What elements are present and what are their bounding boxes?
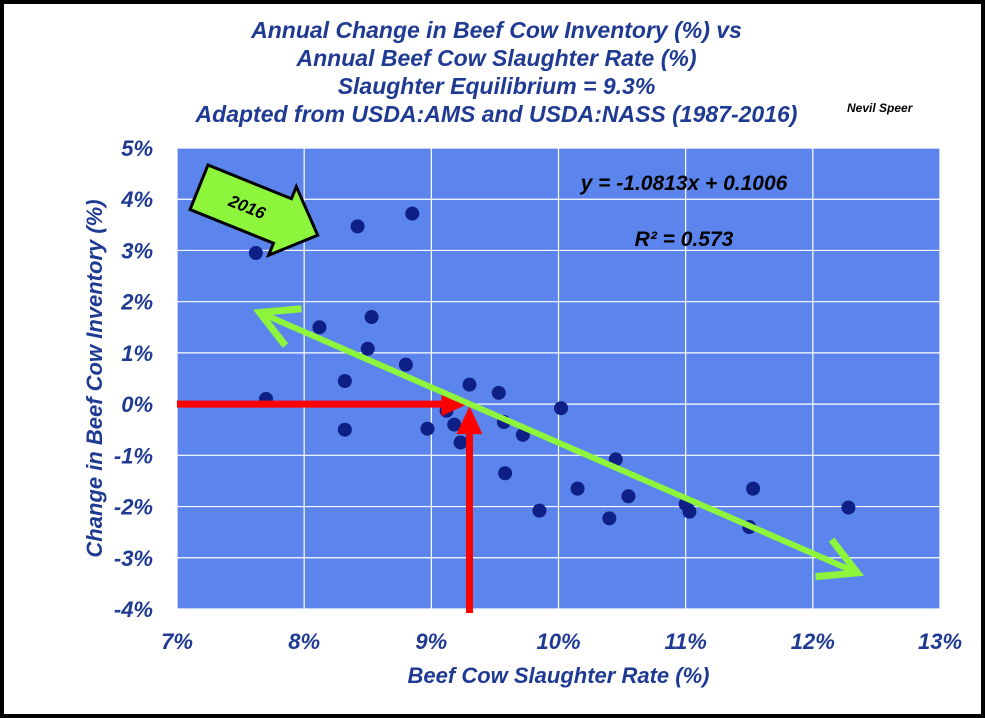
- data-point: [841, 500, 856, 515]
- y-tick-label: -4%: [114, 597, 153, 622]
- x-tick-label: 13%: [918, 629, 962, 654]
- equilibrium-arrowhead-horizontal: [441, 392, 468, 417]
- y-tick-label: 5%: [121, 136, 153, 161]
- data-point: [337, 374, 352, 389]
- data-point: [364, 310, 379, 325]
- y-tick-label: 3%: [121, 238, 153, 263]
- trendline-r-squared: R² = 0.573: [635, 228, 734, 251]
- annotation-2016-arrow: 2016: [188, 163, 320, 259]
- data-point: [312, 320, 327, 335]
- x-tick-label: 12%: [791, 629, 835, 654]
- annotations: 2016: [177, 163, 865, 613]
- x-tick-label: 9%: [415, 629, 447, 654]
- x-axis-label: Beef Cow Slaughter Rate (%): [408, 663, 710, 688]
- data-point: [420, 421, 435, 436]
- data-point: [405, 206, 420, 221]
- data-point: [554, 401, 569, 416]
- data-point: [350, 219, 365, 234]
- data-point: [453, 435, 468, 450]
- chart-title-line-4: Adapted from USDA:AMS and USDA:NASS (198…: [195, 101, 798, 127]
- data-point: [532, 503, 547, 518]
- y-tick-label: -2%: [114, 495, 153, 520]
- y-tick-label: -3%: [114, 546, 153, 571]
- data-point: [621, 489, 636, 504]
- y-tick-label: -1%: [114, 443, 153, 468]
- data-point: [491, 385, 506, 400]
- data-point: [462, 377, 477, 392]
- y-tick-label: 1%: [121, 341, 153, 366]
- x-tick-label: 11%: [664, 629, 706, 654]
- data-point: [248, 246, 263, 261]
- trendline-equation: y = -1.0813x + 0.1006: [580, 172, 788, 195]
- trendline-arrowhead-end: [815, 537, 865, 581]
- data-point: [398, 357, 413, 372]
- data-point: [746, 481, 761, 496]
- chart-title-line-2: Annual Beef Cow Slaughter Rate (%): [296, 45, 697, 71]
- x-tick-label: 10%: [536, 629, 580, 654]
- chart-title-line-1: Annual Change in Beef Cow Inventory (%) …: [251, 17, 742, 43]
- trendline: [258, 309, 859, 576]
- data-point: [337, 422, 352, 437]
- y-tick-label: 0%: [121, 392, 153, 417]
- data-point: [360, 341, 375, 356]
- x-tick-label: 7%: [161, 629, 193, 654]
- author-credit: Nevil Speer: [847, 101, 913, 115]
- data-point: [602, 511, 617, 526]
- trendline-arrowhead-start: [252, 305, 302, 348]
- y-tick-label: 2%: [120, 290, 153, 315]
- y-tick-label: 4%: [120, 187, 153, 212]
- equilibrium-arrowhead-vertical: [456, 406, 483, 435]
- x-tick-label: 8%: [288, 629, 320, 654]
- data-point: [570, 481, 585, 496]
- data-point: [498, 466, 513, 481]
- tick-labels: 7% 8% 9% 10% 11% 12% 13% 5% 4% 3% 2% 1% 0% -1% -2% -3% -…: [114, 136, 962, 654]
- data-point: [682, 504, 697, 519]
- chart-title-line-3: Slaughter Equilibrium = 9.3%: [337, 73, 656, 99]
- data-point: [447, 417, 462, 432]
- annotation-arrow-shape: [188, 163, 320, 259]
- y-axis-label: Change in Beef Cow Inventory (%): [82, 199, 107, 557]
